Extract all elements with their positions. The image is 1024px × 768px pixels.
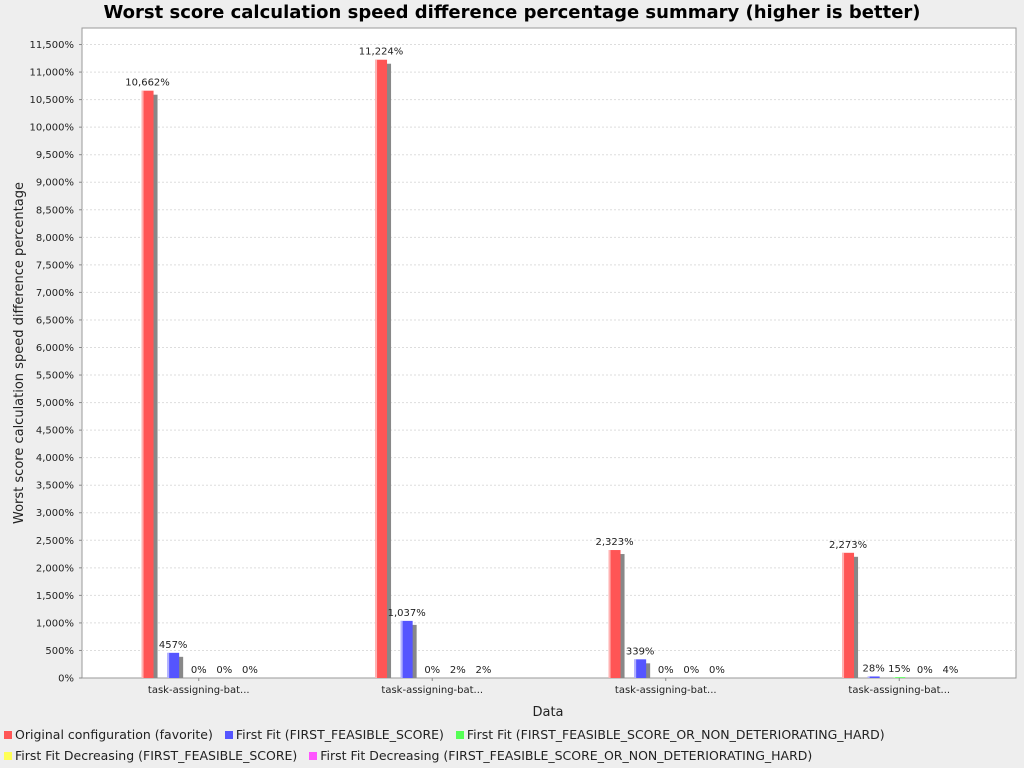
x-category-label: task-assigning-bat... xyxy=(615,685,717,696)
legend-row-2: First Fit Decreasing (FIRST_FEASIBLE_SCO… xyxy=(0,745,1024,766)
legend: Original configuration (favorite) First … xyxy=(0,724,1024,766)
bar xyxy=(634,659,647,678)
bar-value-label: 11,224% xyxy=(359,47,404,58)
bar xyxy=(141,90,154,678)
bar-value-label: 0% xyxy=(216,665,232,676)
bar-highlight xyxy=(375,59,378,678)
legend-item-original: Original configuration (favorite) xyxy=(0,724,213,745)
bar-value-label: 2,323% xyxy=(595,537,633,548)
bar xyxy=(608,550,621,678)
bar-highlight xyxy=(400,620,403,678)
legend-row-1: Original configuration (favorite) First … xyxy=(0,724,1024,745)
y-tick-label: 4,000% xyxy=(36,453,74,464)
y-tick-label: 3,500% xyxy=(36,481,74,492)
bar-value-label: 0% xyxy=(424,665,440,676)
y-tick-label: 0% xyxy=(58,674,74,685)
legend-swatch-first-fit-ndh xyxy=(455,731,464,739)
bar xyxy=(842,552,855,678)
y-tick-label: 1,000% xyxy=(36,618,74,629)
y-tick-label: 10,500% xyxy=(30,95,75,106)
y-tick-label: 10,000% xyxy=(30,123,75,134)
x-axis-categories: task-assigning-bat... task-assigning-bat.… xyxy=(148,678,950,696)
bar-value-label: 2% xyxy=(476,665,492,676)
y-tick-label: 11,500% xyxy=(30,40,75,51)
bar-highlight xyxy=(867,676,870,678)
y-tick-label: 4,500% xyxy=(36,426,74,437)
legend-label-ffd: First Fit Decreasing (FIRST_FEASIBLE_SCO… xyxy=(15,748,298,763)
bar-highlight xyxy=(634,659,637,678)
bar-value-label: 4% xyxy=(943,665,959,676)
x-category-label: task-assigning-bat... xyxy=(148,685,250,696)
legend-item-first-fit-ndh: First Fit (FIRST_FEASIBLE_SCORE_OR_NON_D… xyxy=(452,724,885,745)
bar-value-label: 339% xyxy=(626,646,655,657)
legend-label-first-fit: First Fit (FIRST_FEASIBLE_SCORE) xyxy=(235,727,444,742)
legend-label-original: Original configuration (favorite) xyxy=(15,727,213,742)
legend-item-first-fit: First Fit (FIRST_FEASIBLE_SCORE) xyxy=(221,724,444,745)
bar-value-label: 0% xyxy=(917,665,933,676)
bar-highlight xyxy=(167,652,170,678)
bar-value-label: 28% xyxy=(863,663,885,674)
legend-swatch-ffd-ndh xyxy=(309,752,318,760)
bar-highlight xyxy=(608,550,611,678)
y-tick-label: 1,500% xyxy=(36,591,74,602)
y-axis-ticks: 0% 500% 1,000% 1,500% 2,000% 2,500% 3,000% 3,50… xyxy=(30,40,82,685)
bar-value-label: 2% xyxy=(450,665,466,676)
legend-swatch-original xyxy=(4,731,12,739)
x-category-label: task-assigning-bat... xyxy=(381,685,483,696)
bar xyxy=(167,652,180,678)
bar xyxy=(375,59,388,678)
bar-value-label: 10,662% xyxy=(125,78,170,89)
y-tick-label: 5,000% xyxy=(36,398,74,409)
legend-label-ffd-ndh: First Fit Decreasing (FIRST_FEASIBLE_SCO… xyxy=(320,748,813,763)
bar-value-label: 1,037% xyxy=(388,608,426,619)
bar-value-label: 0% xyxy=(658,665,674,676)
y-tick-label: 500% xyxy=(45,646,74,657)
legend-label-first-fit-ndh: First Fit (FIRST_FEASIBLE_SCORE_OR_NON_D… xyxy=(466,727,885,742)
data-labels: 10,662% 457% 0% 0% 0% 11,224% 1,037% 0% 2% 2% 2,32… xyxy=(125,47,958,676)
legend-item-ffd-ndh: First Fit Decreasing (FIRST_FEASIBLE_SCO… xyxy=(305,745,812,766)
bar-highlight xyxy=(141,90,144,678)
y-tick-label: 8,000% xyxy=(36,233,74,244)
bar-value-label: 0% xyxy=(242,665,258,676)
y-tick-label: 6,500% xyxy=(36,315,74,326)
x-axis-label: Data xyxy=(532,705,563,720)
y-tick-label: 3,000% xyxy=(36,508,74,519)
bar-highlight xyxy=(893,677,896,678)
bar xyxy=(893,677,906,678)
y-tick-label: 8,500% xyxy=(36,205,74,216)
chart: Worst score calculation speed difference… xyxy=(12,2,1017,720)
bar-value-label: 0% xyxy=(191,665,207,676)
y-tick-label: 2,500% xyxy=(36,536,74,547)
x-category-label: task-assigning-bat... xyxy=(848,685,950,696)
plot-area xyxy=(81,27,1017,679)
y-tick-label: 9,000% xyxy=(36,178,74,189)
legend-swatch-first-fit xyxy=(224,731,233,739)
bar-value-label: 2,273% xyxy=(829,540,867,551)
y-tick-label: 2,000% xyxy=(36,563,74,574)
bar-value-label: 0% xyxy=(683,665,699,676)
bars xyxy=(141,59,906,678)
bar xyxy=(867,676,880,678)
y-tick-label: 5,500% xyxy=(36,371,74,382)
bar xyxy=(400,620,413,678)
legend-item-ffd: First Fit Decreasing (FIRST_FEASIBLE_SCO… xyxy=(0,745,297,766)
legend-swatch-ffd xyxy=(4,752,12,760)
bar-value-label: 0% xyxy=(709,665,725,676)
y-tick-label: 7,000% xyxy=(36,288,74,299)
y-axis-label: Worst score calculation speed difference… xyxy=(12,182,27,524)
y-tick-label: 11,000% xyxy=(30,68,75,79)
bar-highlight xyxy=(842,552,845,678)
y-tick-label: 6,000% xyxy=(36,343,74,354)
chart-title: Worst score calculation speed difference… xyxy=(103,2,920,23)
y-tick-label: 9,500% xyxy=(36,150,74,161)
bar-value-label: 457% xyxy=(159,640,188,651)
bar-value-label: 15% xyxy=(888,664,910,675)
y-tick-label: 7,500% xyxy=(36,260,74,271)
